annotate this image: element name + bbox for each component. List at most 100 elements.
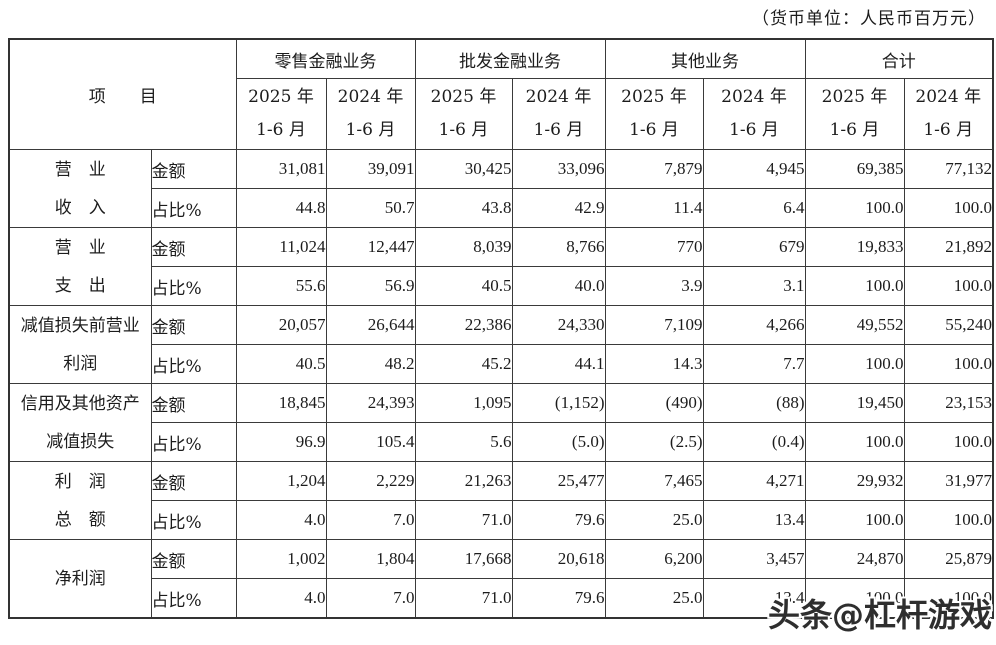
table-row-share: 占比% 44.8 50.7 43.8 42.9 11.4 6.4 100.0 100.0 bbox=[9, 188, 994, 228]
amount-cell: 6,200 bbox=[604, 539, 704, 579]
watermark: 头条@杠杆游戏 bbox=[767, 596, 992, 634]
amount-cell: 7,465 bbox=[604, 461, 704, 501]
row-item-label: 减值损失前营业 利润 bbox=[8, 305, 152, 384]
amount-cell: 39,091 bbox=[325, 149, 416, 189]
share-cell: 45.2 bbox=[414, 344, 513, 384]
share-cell: 40.5 bbox=[235, 344, 327, 384]
amount-cell: 20,618 bbox=[511, 539, 606, 579]
share-cell: 100.0 bbox=[804, 500, 905, 540]
row-item-label: 利 润 总 额 bbox=[8, 461, 152, 540]
amount-cell: 21,892 bbox=[903, 227, 994, 267]
column-group-total: 合计 bbox=[804, 38, 994, 79]
amount-cell: 31,977 bbox=[903, 461, 994, 501]
share-cell: 100.0 bbox=[903, 266, 994, 306]
share-cell: 71.0 bbox=[414, 500, 513, 540]
table-row-amount: 利 润 总 额金额 1,204 2,229 21,263 25,477 7,465 4,27… bbox=[8, 461, 994, 540]
row-type-label-amount: 金额 bbox=[150, 461, 237, 501]
share-cell: 71.0 bbox=[414, 578, 513, 619]
amount-cell: 23,153 bbox=[903, 383, 994, 423]
amount-cell: 770 bbox=[604, 227, 704, 267]
share-cell: 100.0 bbox=[903, 422, 994, 462]
amount-cell: 19,450 bbox=[804, 383, 905, 423]
amount-cell: 8,766 bbox=[511, 227, 606, 267]
amount-cell: 2,229 bbox=[325, 461, 416, 501]
amount-cell: 31,081 bbox=[235, 149, 327, 189]
amount-cell: 8,039 bbox=[414, 227, 513, 267]
share-cell: 40.0 bbox=[511, 266, 606, 306]
share-cell: 55.6 bbox=[235, 266, 327, 306]
share-cell: 4.0 bbox=[235, 578, 327, 619]
amount-cell: 55,240 bbox=[903, 305, 994, 345]
table-row-amount: 营 业 支 出金额 11,024 12,447 8,039 8,766 770 679 19,… bbox=[8, 227, 994, 306]
table-row-share: 占比% 55.6 56.9 40.5 40.0 3.9 3.1 100.0 100.0 bbox=[9, 266, 994, 306]
share-cell: 43.8 bbox=[414, 188, 513, 228]
row-type-label-amount: 金额 bbox=[150, 149, 237, 189]
share-cell: 48.2 bbox=[325, 344, 416, 384]
column-header-period: 2024 年 1-6 月 bbox=[702, 78, 806, 150]
amount-cell: 679 bbox=[702, 227, 806, 267]
amount-cell: (1,152) bbox=[511, 383, 606, 423]
column-header-period: 2025 年 1-6 月 bbox=[414, 78, 513, 150]
amount-cell: 21,263 bbox=[414, 461, 513, 501]
table-row-amount: 营 业 收 入金额 31,081 39,091 30,425 33,096 7,879 4,… bbox=[8, 149, 994, 228]
share-cell: 79.6 bbox=[511, 578, 606, 619]
amount-cell: 17,668 bbox=[414, 539, 513, 579]
table-row-amount: 信用及其他资产 减值损失 金额 18,845 24,393 1,095 (1,152) (4… bbox=[8, 383, 994, 462]
share-cell: 6.4 bbox=[702, 188, 806, 228]
table-row-amount: 净利润 金额 1,002 1,804 17,668 20,618 6,200 3,457 24,… bbox=[8, 539, 994, 619]
table-row-share: 占比% 4.0 7.0 71.0 79.6 25.0 13.4 100.0 100.0 bbox=[9, 500, 994, 540]
amount-cell: 24,393 bbox=[325, 383, 416, 423]
row-type-label-amount: 金额 bbox=[150, 383, 237, 423]
share-cell: 4.0 bbox=[235, 500, 327, 540]
share-cell: 105.4 bbox=[325, 422, 416, 462]
share-cell: 96.9 bbox=[235, 422, 327, 462]
amount-cell: 25,477 bbox=[511, 461, 606, 501]
table-row-share: 占比% 4.0 7.0 71.0 79.6 25.0 13.4 100.0 100.0 bbox=[9, 578, 994, 619]
amount-cell: 4,271 bbox=[702, 461, 806, 501]
share-cell: 100.0 bbox=[804, 422, 905, 462]
row-type-label-share: 占比% bbox=[150, 422, 237, 462]
share-cell: 79.6 bbox=[511, 500, 606, 540]
share-cell: 44.8 bbox=[235, 188, 327, 228]
row-type-label-share: 占比% bbox=[150, 500, 237, 540]
share-cell: 100.0 bbox=[903, 188, 994, 228]
share-cell: 11.4 bbox=[604, 188, 704, 228]
share-cell: (5.0) bbox=[511, 422, 606, 462]
row-item-label: 净利润 bbox=[8, 539, 152, 619]
table-row-share: 占比% 40.5 48.2 45.2 44.1 14.3 7.7 100.0 100.0 bbox=[9, 344, 994, 384]
column-group-other-business: 其他业务 bbox=[604, 38, 806, 79]
amount-cell: 29,932 bbox=[804, 461, 905, 501]
amount-cell: 25,879 bbox=[903, 539, 994, 579]
share-cell: 7.0 bbox=[325, 500, 416, 540]
amount-cell: 1,804 bbox=[325, 539, 416, 579]
amount-cell: 19,833 bbox=[804, 227, 905, 267]
amount-cell: 11,024 bbox=[235, 227, 327, 267]
column-header-period: 2025 年 1-6 月 bbox=[804, 78, 905, 150]
share-cell: 44.1 bbox=[511, 344, 606, 384]
row-type-label-share: 占比% bbox=[150, 344, 237, 384]
amount-cell: (88) bbox=[702, 383, 806, 423]
amount-cell: 7,879 bbox=[604, 149, 704, 189]
amount-cell: 20,057 bbox=[235, 305, 327, 345]
amount-cell: 18,845 bbox=[235, 383, 327, 423]
row-type-label-amount: 金额 bbox=[150, 539, 237, 579]
column-group-wholesale-finance: 批发金融业务 bbox=[414, 38, 606, 79]
column-header-period: 2025 年 1-6 月 bbox=[604, 78, 704, 150]
share-cell: 14.3 bbox=[604, 344, 704, 384]
amount-cell: 4,945 bbox=[702, 149, 806, 189]
share-cell: (0.4) bbox=[702, 422, 806, 462]
row-type-label-share: 占比% bbox=[150, 266, 237, 306]
amount-cell: 77,132 bbox=[903, 149, 994, 189]
amount-cell: 12,447 bbox=[325, 227, 416, 267]
share-cell: 100.0 bbox=[903, 344, 994, 384]
share-cell: 42.9 bbox=[511, 188, 606, 228]
amount-cell: 33,096 bbox=[511, 149, 606, 189]
amount-cell: (490) bbox=[604, 383, 704, 423]
share-cell: 7.0 bbox=[325, 578, 416, 619]
share-cell: 100.0 bbox=[804, 344, 905, 384]
amount-cell: 22,386 bbox=[414, 305, 513, 345]
amount-cell: 69,385 bbox=[804, 149, 905, 189]
amount-cell: 4,266 bbox=[702, 305, 806, 345]
column-header-item: 项 目 bbox=[8, 38, 237, 150]
